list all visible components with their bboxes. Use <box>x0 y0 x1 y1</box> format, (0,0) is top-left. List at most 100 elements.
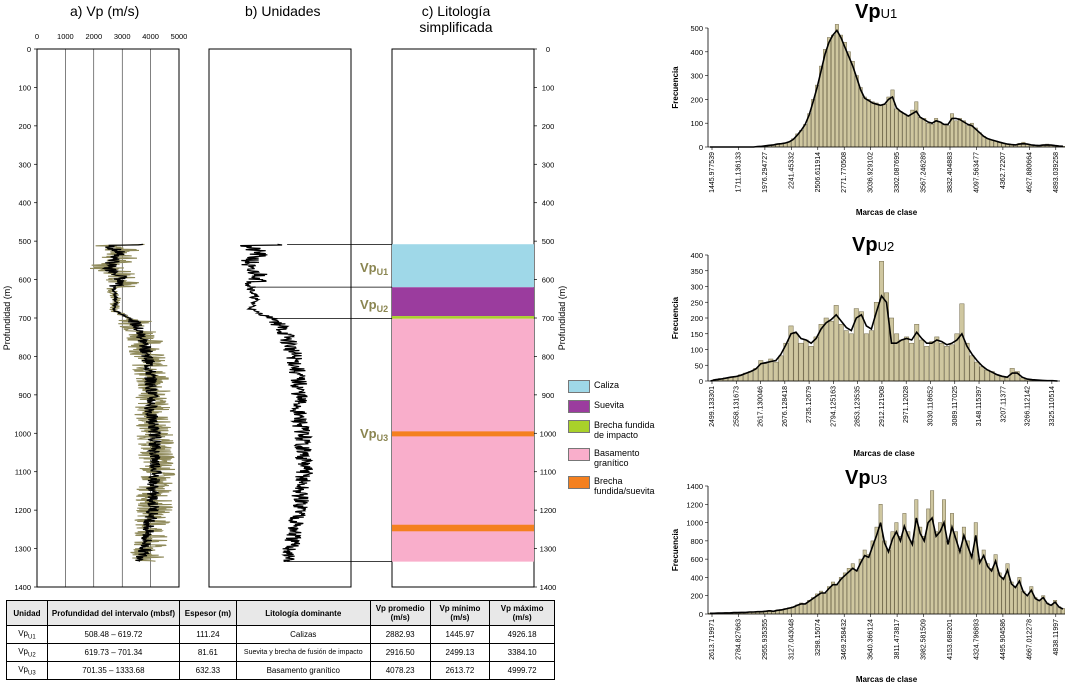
hist-bar <box>934 336 940 382</box>
well-log-figure: 0 1000 2000 3000 4000 50000100200300400500600… <box>2 32 567 592</box>
legend-item: Caliza <box>568 380 666 400</box>
hist-y-tick-label: 50 <box>695 361 703 370</box>
hist-bar <box>961 120 966 148</box>
table-row: VpU2 619.73 – 701.34 81.61 Suevita y bre… <box>6 643 555 662</box>
depth-axis-label-left: Profundidad (m) <box>2 286 12 351</box>
hist-y-tick-label: 350 <box>690 267 703 276</box>
depth-tick-label: 600 <box>18 276 31 285</box>
hist-bar <box>910 109 915 148</box>
legend-label: Brecha fundida/suevita <box>594 476 655 496</box>
hist-bar <box>823 317 829 382</box>
hist-bar <box>854 569 859 615</box>
hist-y-tick-label: 200 <box>690 314 703 323</box>
hist-bar <box>894 108 899 148</box>
hist-bar <box>909 342 915 382</box>
depth-tick-label: 1200 <box>540 506 557 515</box>
units-panel <box>208 48 392 588</box>
table-cell-unit: VpU2 <box>6 643 48 662</box>
hist-x-axis-label: Marcas de clase <box>856 208 918 217</box>
table-cell: 701.35 – 1333.68 <box>46 661 181 680</box>
table-header: Vp promedio (m/s) <box>369 600 431 626</box>
legend-swatch-suevita <box>568 400 590 413</box>
hist-bar <box>1021 590 1026 615</box>
depth-tick-label: 1100 <box>15 468 31 477</box>
hist-bar <box>922 536 927 615</box>
unit-label-u3: VpU3 <box>360 426 388 443</box>
hist-bar <box>886 549 891 615</box>
table-cell: 2882.93 <box>369 625 431 644</box>
hist-bar <box>870 101 875 148</box>
legend-item: Brecha fundida de impacto <box>568 420 666 448</box>
hist-bar <box>1001 577 1006 615</box>
legend-swatch-caliza <box>568 380 590 393</box>
depth-tick-label: 700 <box>18 314 31 323</box>
hist-x-tick-label: 3567.246289 <box>921 152 928 193</box>
hist-x-tick-label: 4097.563477 <box>973 152 980 193</box>
panel-c-title-line2: simplificada <box>419 19 493 35</box>
lithology-layer <box>392 318 534 562</box>
hist-bar <box>984 369 990 382</box>
hist-bar <box>929 341 935 382</box>
hist-bar <box>838 324 844 382</box>
histogram-u2-title: VpU2 <box>852 234 895 256</box>
hist-bar <box>946 125 950 148</box>
hist-bar <box>1013 586 1018 615</box>
hist-bar <box>957 549 962 615</box>
hist-bar <box>957 118 962 148</box>
units-vp-series <box>240 243 314 562</box>
hist-x-tick-label: 2794.125163 <box>830 386 837 427</box>
hist-bar <box>985 563 990 615</box>
hist-bar <box>1037 600 1042 615</box>
table-cell: Suevita y brecha de fusión de impacto <box>235 643 371 662</box>
hist-bar <box>1049 604 1054 615</box>
lithology-layer <box>392 244 534 288</box>
hist-bar <box>939 342 945 382</box>
panel-b-title: b) Unidades <box>245 3 321 19</box>
table-row: VpU3 701.35 – 1333.68 632.33 Basamento g… <box>6 661 555 680</box>
hist-bar <box>808 346 814 382</box>
hist-bar <box>934 531 939 615</box>
hist-bar <box>858 311 864 382</box>
table-cell-unit: VpU1 <box>6 625 48 644</box>
vp-tick-label: 0 <box>35 32 39 41</box>
hist-bar <box>838 34 843 148</box>
hist-trend-line <box>710 516 1064 615</box>
hist-y-tick-label: 0 <box>699 610 703 619</box>
hist-bar <box>793 333 799 382</box>
depth-tick-label: 1300 <box>14 545 31 554</box>
hist-x-tick-label: 4838.11997 <box>1053 619 1060 656</box>
lithology-layer <box>392 287 534 317</box>
hist-bar <box>843 330 849 382</box>
hist-bar <box>763 363 769 382</box>
hist-y-tick-label: 1200 <box>686 500 703 509</box>
depth-tick-label: 1100 <box>540 468 556 477</box>
legend-item: Basamento granítico <box>568 448 666 476</box>
hist-y-tick-label: 400 <box>690 573 703 582</box>
hist-bar <box>813 336 819 382</box>
hist-bar <box>906 531 911 615</box>
hist-bar <box>842 42 847 148</box>
hist-trend-line <box>710 294 1058 382</box>
hist-y-tick-label: 0 <box>699 143 703 152</box>
table-header: Vp mínimo (m/s) <box>429 600 491 626</box>
hist-y-tick-label: 250 <box>690 298 703 307</box>
legend-label: Basamento granítico <box>594 448 640 468</box>
hist-bar <box>949 344 955 382</box>
table-cell: 619.73 – 701.34 <box>46 643 181 662</box>
depth-tick-label: 800 <box>542 352 555 361</box>
unit-label-u1: VpU1 <box>360 260 388 277</box>
hist-bar <box>918 117 923 148</box>
depth-tick-label: 600 <box>542 276 555 285</box>
hist-bar <box>874 102 879 148</box>
hist-trend-line <box>710 29 1064 148</box>
hist-x-tick-label: 2955.935355 <box>762 619 769 660</box>
hist-bar <box>878 105 883 148</box>
depth-tick-label: 300 <box>542 160 555 169</box>
hist-bar <box>953 120 958 148</box>
hist-x-tick-label: 2613.719971 <box>709 619 716 660</box>
panel-c-title-line1: c) Litología <box>421 3 491 19</box>
vp-tick-label: 5000 <box>171 32 188 41</box>
vp-tick-label: 2000 <box>85 32 102 41</box>
depth-axis-label-right: Profundidad (m) <box>557 286 567 351</box>
hist-bar <box>868 330 874 382</box>
